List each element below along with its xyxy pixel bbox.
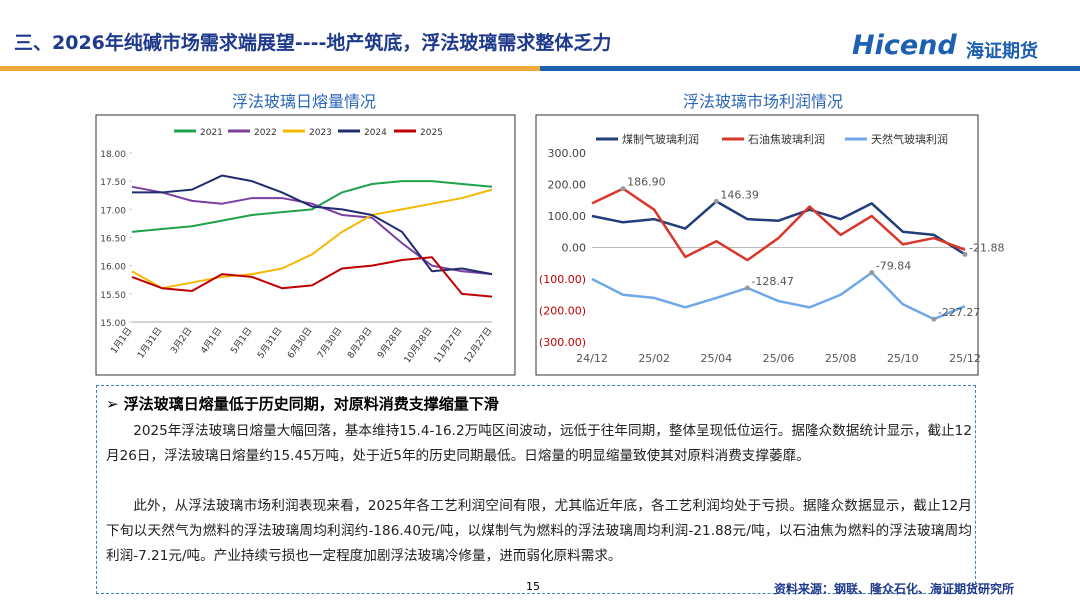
text-box: [96, 385, 976, 594]
x-tick-label: 6月30日: [285, 325, 314, 360]
x-tick-label: 1月1日: [109, 325, 135, 355]
data-label: -79.84: [876, 260, 911, 273]
series-line: [591, 187, 966, 262]
x-tick-label: 25/02: [638, 352, 670, 365]
x-tick-label: 25/10: [887, 352, 919, 365]
legend-label: 2023: [309, 128, 332, 138]
chart-title: 浮法玻璃日熔量情况: [232, 92, 377, 111]
series-line: [591, 271, 966, 321]
source: 资料来源：钢联、隆众石化、海证期货研究所: [774, 582, 1015, 596]
series-line: [131, 180, 493, 233]
legend-label: 2025: [420, 128, 443, 138]
data-label: 146.39: [720, 188, 759, 201]
chart-frame: [535, 114, 979, 376]
x-tick-label: 3月2日: [169, 325, 195, 355]
bullet-text: 浮法玻璃日熔量低于历史同期，对原料消费支撑缩量下滑: [123, 395, 499, 413]
series-line: [591, 200, 966, 256]
label-dot: [869, 270, 875, 276]
label-dot: [962, 251, 968, 257]
paragraph: 此外，从浮法玻璃市场利润表现来看，2025年各工艺利润空间有限，尤其临近年底，各…: [106, 498, 972, 564]
stripe: [0, 66, 540, 71]
label-dot: [744, 285, 750, 291]
y-tick-label: (300.00): [539, 336, 586, 349]
x-tick-label: 12月27日: [462, 325, 494, 365]
label-dot: [620, 186, 626, 192]
slide-title: 三、2026年纯碱市场需求端展望----地产筑底，浮法玻璃需求整体乏力: [14, 32, 612, 54]
x-tick-label: 11月27日: [432, 325, 464, 365]
x-tick-label: 9月28日: [375, 325, 404, 360]
stripe: [540, 66, 1080, 71]
x-tick-label: 25/04: [700, 352, 732, 365]
y-tick-label: 17.50: [100, 178, 126, 188]
paragraph: 2025年浮法玻璃日熔量大幅回落，基本维持15.4-16.2万吨区间波动，远低于…: [106, 423, 972, 464]
data-label: -227.27: [938, 306, 980, 319]
logo-text: 海证期货: [966, 41, 1038, 62]
x-tick-label: 25/12: [949, 352, 981, 365]
chart-frame: [95, 114, 516, 376]
x-tick-label: 5月31日: [255, 325, 284, 360]
x-tick-label: 25/06: [763, 352, 795, 365]
page-number: 15: [526, 580, 540, 593]
y-tick-label: 0.00: [562, 242, 587, 255]
y-tick-label: 15.00: [100, 319, 126, 329]
y-tick-label: 17.00: [100, 206, 126, 216]
series-line: [131, 256, 493, 298]
x-tick-label: 25/08: [825, 352, 857, 365]
data-label: 186.90: [627, 176, 666, 189]
legend-label: 2024: [364, 128, 387, 138]
y-tick-label: 15.50: [100, 291, 126, 301]
x-tick-label: 8月29日: [345, 325, 374, 360]
y-tick-label: 16.50: [100, 235, 126, 245]
y-tick-label: (100.00): [539, 273, 586, 286]
series-line: [132, 174, 493, 276]
chart-title: 浮法玻璃市场利润情况: [683, 92, 844, 111]
y-tick-label: 300.00: [548, 147, 587, 160]
label-dot: [713, 198, 719, 204]
data-label: -128.47: [751, 275, 793, 288]
legend-label: 石油焦玻璃利润: [748, 132, 825, 146]
x-tick-label: 7月30日: [315, 325, 344, 360]
legend-label: 2022: [254, 128, 277, 138]
bullet: ➢ 浮法玻璃日熔量低于历史同期，对原料消费支撑缩量下滑: [106, 395, 499, 413]
series-line: [131, 185, 493, 276]
x-tick-label: 5月1日: [229, 325, 255, 355]
y-tick-label: (200.00): [539, 305, 586, 318]
data-label: -21.88: [969, 241, 1004, 254]
series-line: [131, 188, 493, 290]
logo: Hicend: [852, 30, 957, 61]
x-tick-label: 4月1日: [199, 325, 225, 355]
y-tick-label: 100.00: [548, 210, 587, 223]
label-dot: [931, 316, 937, 322]
legend-label: 2021: [200, 128, 223, 138]
x-tick-label: 24/12: [576, 352, 608, 365]
legend-label: 煤制气玻璃利润: [622, 132, 699, 146]
legend-label: 天然气玻璃利润: [871, 132, 948, 146]
y-tick-label: 16.00: [100, 263, 126, 273]
x-tick-label: 1月31日: [135, 325, 164, 360]
x-tick-label: 10月28日: [402, 325, 434, 365]
y-tick-label: 200.00: [548, 179, 587, 192]
y-tick-label: 18.00: [100, 150, 126, 160]
